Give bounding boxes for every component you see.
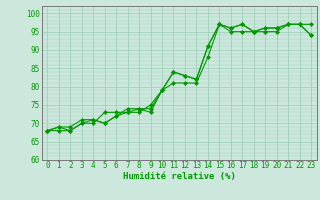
X-axis label: Humidité relative (%): Humidité relative (%) <box>123 172 236 181</box>
